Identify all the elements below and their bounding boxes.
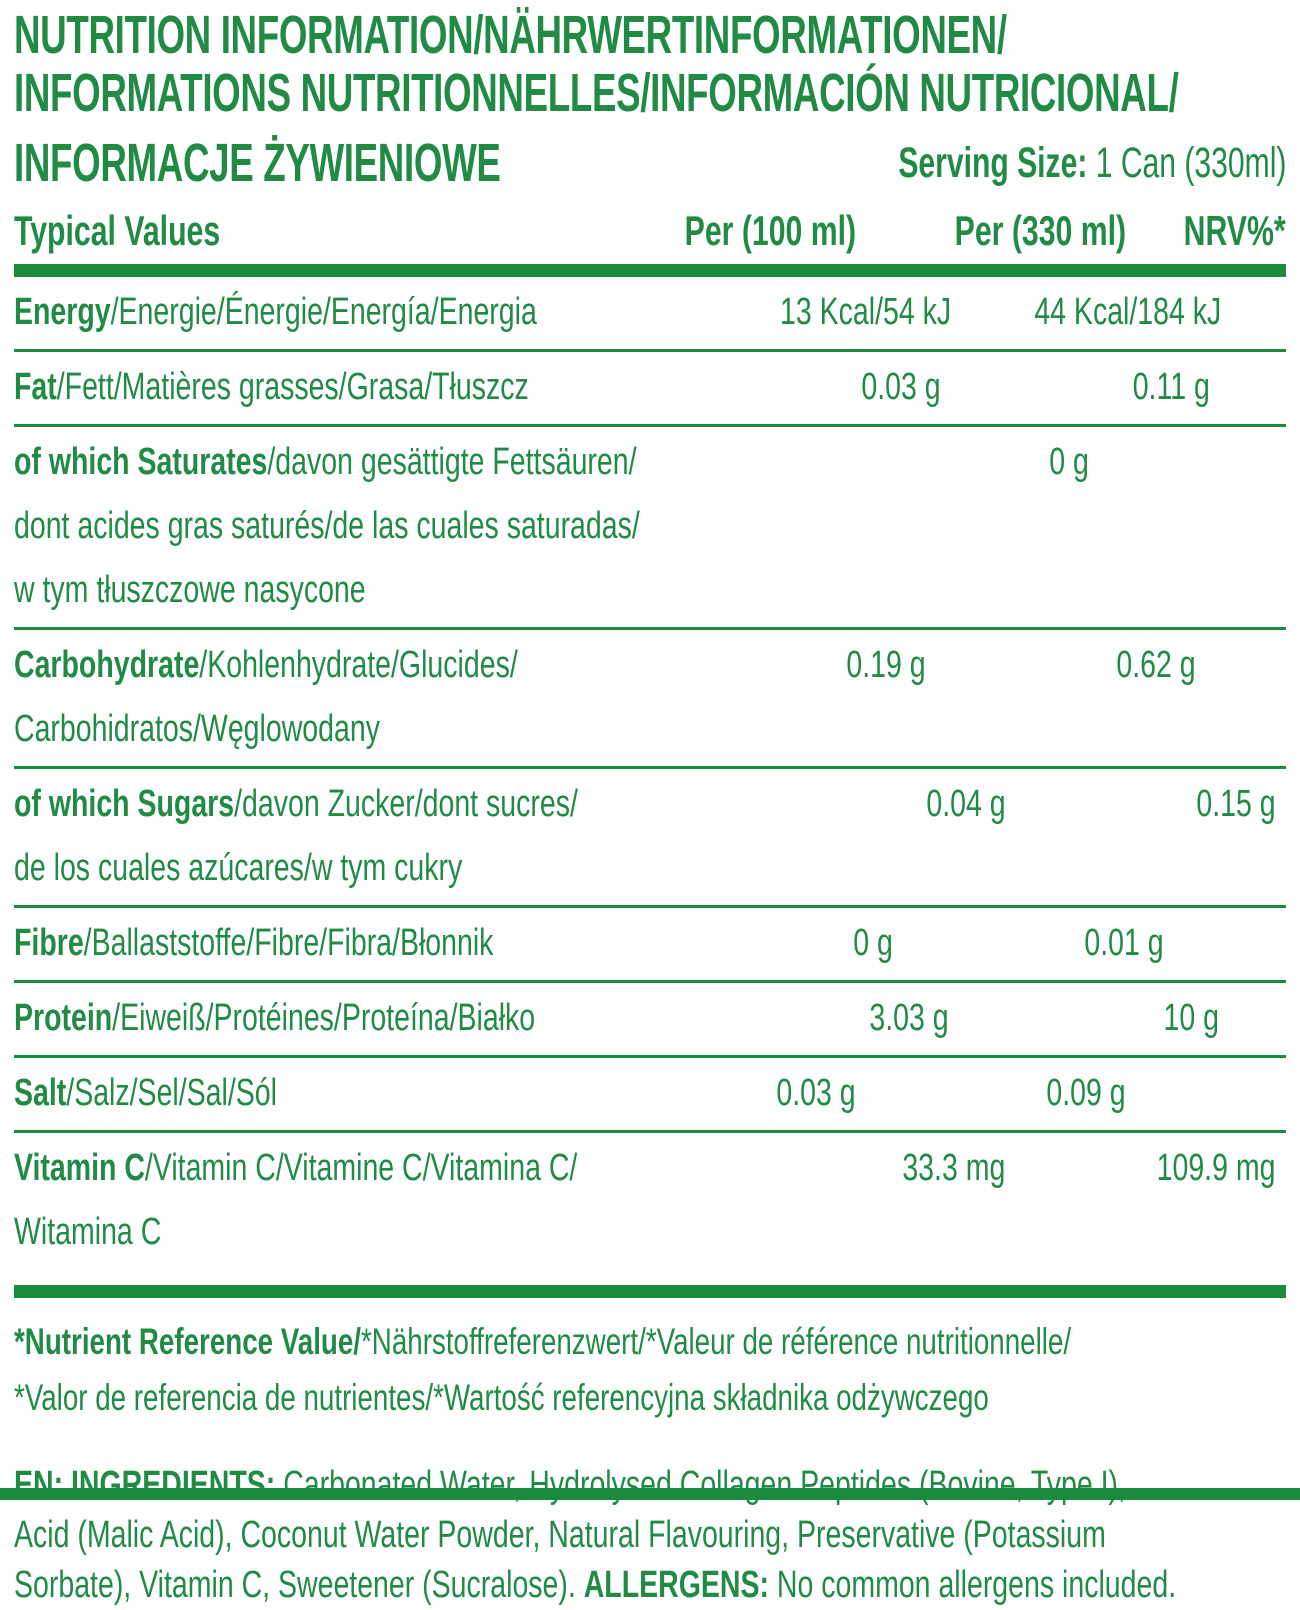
- footnote-line-2: *Valor de referencia de nutrientes/*Wart…: [14, 1377, 989, 1418]
- row-label-continuation: de los cuales azúcares/w tym cukry: [14, 847, 463, 889]
- value-per-330: 10 g: [1163, 997, 1219, 1039]
- row-divider: [14, 766, 1286, 769]
- row-label-rest: /Kohlenhydrate/Glucides/: [199, 644, 518, 686]
- row-label-bold: Salt: [14, 1072, 67, 1114]
- table-row-fibre: Fibre/Ballaststoffe/Fibre/Fibra/Błonnik …: [14, 908, 1286, 980]
- row-label-rest: /Eiweiß/Protéines/Proteína/Białko: [112, 997, 536, 1039]
- ingredients-line-1: EN: INGREDIENTS: Carbonated Water, Hydro…: [14, 1464, 1126, 1506]
- value-per-330: 109.9 mg: [1156, 1147, 1276, 1189]
- row-label-bold: Vitamin C: [14, 1147, 145, 1189]
- table-row-energy: Energy/Energie/Énergie/Energía/Energia 1…: [14, 277, 1286, 349]
- row-divider: [14, 1055, 1286, 1058]
- value-per-330: 0.11 g: [1133, 366, 1211, 408]
- footnote-line-1: *Nutrient Reference Value/*Nährstoffrefe…: [14, 1321, 1072, 1362]
- row-divider: [14, 424, 1286, 427]
- bottom-edge-bar: [0, 1488, 1300, 1500]
- label-header: NUTRITION INFORMATION/NÄHRWERTINFORMATIO…: [14, 6, 1286, 192]
- header-separator-bar: [14, 264, 1286, 277]
- row-label-bold: Energy: [14, 291, 111, 333]
- row-label-bold: Fibre: [14, 922, 84, 964]
- value-per-330: 0.09 g: [1046, 1072, 1126, 1114]
- footnote-separator-bar: [14, 1285, 1286, 1298]
- table-row-vitamin-c: Vitamin C/Vitamin C/Vitamine C/Vitamina …: [14, 1133, 1286, 1269]
- value-per-330: 0.62 g: [1116, 644, 1196, 686]
- row-label-rest: /davon Zucker/dont sucres/: [234, 783, 578, 825]
- ingredients-line-3: Sorbate), Vitamin C, Sweetener (Sucralos…: [14, 1564, 1177, 1606]
- serving-size-label: Serving Size:: [897, 139, 1087, 187]
- table-row-sugars: of which Sugars/davon Zucker/dont sucres…: [14, 769, 1286, 905]
- table-row-salt: Salt/Salz/Sel/Sal/Sól 0.03 g 0.09 g: [14, 1058, 1286, 1130]
- table-column-headers: Typical Values Per (100 ml) Per (330 ml)…: [14, 206, 1286, 256]
- table-row-saturates: of which Saturates/davon gesättigte Fett…: [14, 427, 1286, 627]
- row-label-continuation: dont acides gras saturés/de las cuales s…: [14, 505, 640, 547]
- column-header-typical-values: Typical Values: [14, 207, 221, 254]
- row-label-bold: of which Saturates: [14, 441, 268, 483]
- column-header-per-100: Per (100 ml): [684, 207, 856, 254]
- value-per-100: 13 Kcal/54 kJ: [779, 291, 952, 333]
- row-label-rest: /Energie/Énergie/Energía/Energia: [110, 291, 537, 333]
- row-divider: [14, 627, 1286, 630]
- row-label-rest: /davon gesättigte Fettsäuren/: [267, 441, 637, 483]
- column-header-nrv: NRV%*: [1184, 207, 1286, 254]
- row-divider: [14, 980, 1286, 983]
- row-label-bold: of which Sugars: [14, 783, 235, 825]
- row-divider: [14, 905, 1286, 908]
- serving-size: Serving Size: 1 Can (330ml): [898, 134, 1286, 192]
- row-divider: [14, 1130, 1286, 1133]
- value-per-330: 0.15 g: [1196, 783, 1276, 825]
- ingredients-section: EN: INGREDIENTS: Carbonated Water, Hydro…: [14, 1460, 1286, 1610]
- table-row-fat: Fat/Fett/Matières grasses/Grasa/Tłuszcz …: [14, 352, 1286, 424]
- column-header-per-330: Per (330 ml): [954, 207, 1126, 254]
- page-title-line-3: INFORMACJE ŻYWIENIOWE: [14, 133, 501, 193]
- value-per-330: 0.01 g: [1083, 922, 1164, 964]
- nrv-footnote: *Nutrient Reference Value/*Nährstoffrefe…: [14, 1314, 1286, 1426]
- row-label-bold: Fat: [14, 366, 57, 408]
- row-label-rest: /Ballaststoffe/Fibre/Fibra/Błonnik: [83, 922, 494, 964]
- value-per-100: 33.3 mg: [902, 1147, 1006, 1189]
- row-label-continuation: Carbohidratos/Węglowodany: [14, 708, 380, 750]
- value-per-100: 0.04 g: [926, 783, 1006, 825]
- table-row-protein: Protein/Eiweiß/Protéines/Proteína/Białko…: [14, 983, 1286, 1055]
- value-per-100: 0.19 g: [846, 644, 926, 686]
- value-per-100: 0 g: [853, 922, 894, 964]
- page-title-row-3: INFORMACJE ŻYWIENIOWE Serving Size: 1 Ca…: [14, 122, 1286, 192]
- value-per-330: 44 Kcal/184 kJ: [1034, 291, 1222, 333]
- value-per-100: 3.03 g: [869, 997, 949, 1039]
- value-per-100: 0.03 g: [776, 1072, 856, 1114]
- page-title-line-2: INFORMATIONS NUTRITIONNELLES/INFORMACIÓN…: [14, 63, 1179, 123]
- row-label-rest: /Vitamin C/Vitamine C/Vitamina C/: [144, 1147, 578, 1189]
- value-per-100: 0.03 g: [861, 366, 941, 408]
- row-label-rest: /Salz/Sel/Sal/Sól: [66, 1072, 277, 1114]
- allergens-label: ALLERGENS:: [583, 1564, 769, 1606]
- row-divider: [14, 349, 1286, 352]
- row-label-continuation: w tym tłuszczowe nasycone: [14, 569, 366, 611]
- table-row-carbohydrate: Carbohydrate/Kohlenhydrate/Glucides/ Car…: [14, 630, 1286, 766]
- row-label-rest: /Fett/Matières grasses/Grasa/Tłuszcz: [56, 366, 529, 408]
- value-per-100: 0 g: [1048, 441, 1089, 483]
- serving-size-value: 1 Can (330ml): [1086, 139, 1286, 187]
- row-label-bold: Protein: [14, 997, 113, 1039]
- page-title-line-1: NUTRITION INFORMATION/NÄHRWERTINFORMATIO…: [14, 5, 1007, 65]
- row-label-bold: Carbohydrate: [14, 644, 200, 686]
- row-label-continuation: Witamina C: [14, 1211, 162, 1253]
- ingredients-line-2: Acid (Malic Acid), Coconut Water Powder,…: [14, 1514, 1106, 1556]
